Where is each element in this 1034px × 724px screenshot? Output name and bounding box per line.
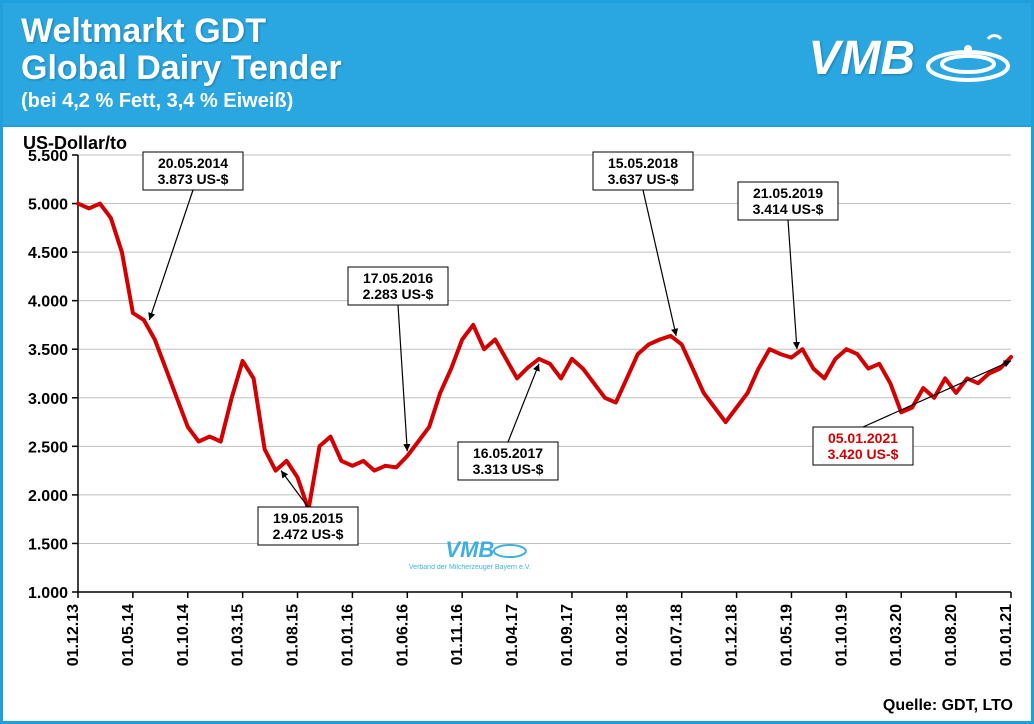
svg-text:01.01.21: 01.01.21: [998, 604, 1015, 666]
svg-text:01.08.20: 01.08.20: [943, 604, 960, 666]
svg-text:19.05.2015: 19.05.2015: [273, 510, 343, 526]
svg-text:01.02.18: 01.02.18: [614, 604, 631, 666]
svg-text:3.000: 3.000: [28, 391, 68, 408]
title-line1: Weltmarkt GDT: [21, 13, 342, 50]
svg-text:1.000: 1.000: [28, 585, 68, 602]
svg-text:3.500: 3.500: [28, 342, 68, 359]
svg-text:01.08.15: 01.08.15: [285, 604, 302, 666]
title-line2: Global Dairy Tender: [21, 50, 342, 87]
logo-icon: [923, 31, 1013, 86]
svg-text:01.12.13: 01.12.13: [65, 604, 82, 666]
svg-text:01.11.16: 01.11.16: [449, 604, 466, 666]
svg-text:01.07.18: 01.07.18: [669, 604, 686, 666]
svg-text:5.500: 5.500: [28, 148, 68, 165]
svg-text:2.500: 2.500: [28, 439, 68, 456]
svg-text:4.000: 4.000: [28, 293, 68, 310]
logo: VMB: [808, 13, 1013, 86]
source-label: Quelle: GDT, LTO: [883, 697, 1013, 715]
chart-area: US-Dollar/to 1.0001.5002.0002.5003.0003.…: [3, 127, 1031, 721]
svg-text:2.000: 2.000: [28, 488, 68, 505]
svg-text:15.05.2018: 15.05.2018: [608, 155, 678, 171]
svg-text:3.637 US-$: 3.637 US-$: [608, 171, 679, 187]
svg-text:5.000: 5.000: [28, 196, 68, 213]
svg-text:3.420 US-$: 3.420 US-$: [828, 446, 899, 462]
svg-text:01.10.14: 01.10.14: [175, 604, 192, 666]
svg-text:01.06.16: 01.06.16: [394, 604, 411, 666]
svg-text:16.05.2017: 16.05.2017: [473, 445, 543, 461]
line-chart: 1.000 1.500 2.000 2.500 3.000 3.500 4.000 4.500…: [3, 127, 1031, 687]
logo-text: VMB: [808, 31, 915, 86]
svg-text:3.313 US-$: 3.313 US-$: [473, 461, 544, 477]
svg-text:1.500: 1.500: [28, 536, 68, 553]
svg-text:Verband der Milcherzeuger Baye: Verband der Milcherzeuger Bayern e.V.: [409, 564, 531, 571]
chart-frame: Weltmarkt GDT Global Dairy Tender (bei 4…: [0, 0, 1034, 724]
svg-text:01.04.17: 01.04.17: [504, 604, 521, 666]
svg-text:3.414 US-$: 3.414 US-$: [753, 201, 824, 217]
svg-text:01.09.17: 01.09.17: [559, 604, 576, 666]
svg-text:01.05.14: 01.05.14: [120, 604, 137, 666]
svg-text:01.12.18: 01.12.18: [724, 604, 741, 666]
svg-text:VMB: VMB: [445, 537, 494, 562]
svg-text:2.283 US-$: 2.283 US-$: [363, 286, 434, 302]
svg-text:21.05.2019: 21.05.2019: [753, 185, 823, 201]
svg-text:01.10.19: 01.10.19: [833, 604, 850, 666]
svg-text:2.472 US-$: 2.472 US-$: [273, 526, 344, 542]
title-block: Weltmarkt GDT Global Dairy Tender (bei 4…: [21, 13, 342, 113]
svg-text:01.01.16: 01.01.16: [339, 604, 356, 666]
svg-text:3.873 US-$: 3.873 US-$: [158, 171, 229, 187]
svg-text:01.05.19: 01.05.19: [778, 604, 795, 666]
svg-text:01.03.20: 01.03.20: [888, 604, 905, 666]
svg-text:4.500: 4.500: [28, 245, 68, 262]
svg-text:17.05.2016: 17.05.2016: [363, 270, 433, 286]
subtitle: (bei 4,2 % Fett, 3,4 % Eiweiß): [21, 90, 342, 113]
header-bar: Weltmarkt GDT Global Dairy Tender (bei 4…: [3, 3, 1031, 127]
svg-text:05.01.2021: 05.01.2021: [828, 430, 898, 446]
svg-text:01.03.15: 01.03.15: [230, 604, 247, 666]
svg-text:20.05.2014: 20.05.2014: [158, 155, 228, 171]
